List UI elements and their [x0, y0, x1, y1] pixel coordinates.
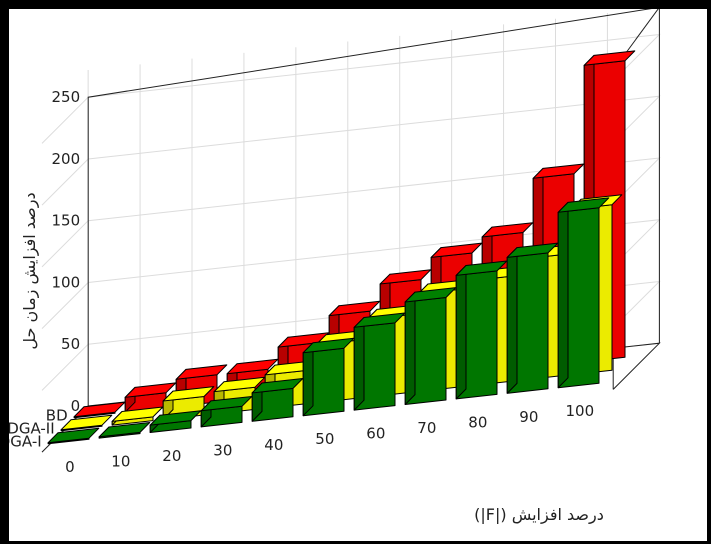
- bar-top-face: [47, 427, 100, 444]
- bar-hbdga-ii-10: [111, 406, 164, 426]
- z-tick-label: 150: [52, 212, 81, 230]
- bar-top-face: [353, 312, 406, 328]
- bar-hbdga-i-40: [251, 378, 304, 422]
- z-axis-title: درصد افزایش زمان حل: [20, 192, 40, 349]
- series-label: BD: [46, 406, 68, 424]
- bar-top-face: [175, 364, 228, 380]
- x-tick-label: 100: [566, 402, 595, 420]
- bar-hbdga-ii-0: [60, 414, 113, 432]
- bar-top-face: [430, 242, 483, 258]
- z-tick-label: 200: [52, 150, 81, 168]
- x-tick-label: 0: [65, 458, 75, 476]
- bar-top-face: [481, 222, 534, 238]
- bar-hbdga-i-50: [302, 337, 355, 417]
- z-tick-label: 100: [52, 273, 81, 291]
- x-tick-label: 90: [519, 408, 538, 426]
- x-tick-label: 60: [366, 425, 385, 443]
- bar-hbdga-i-10: [98, 422, 151, 439]
- bar-side-face: [353, 317, 365, 411]
- bars-layer: [47, 50, 636, 445]
- bar-bd-0: [73, 401, 126, 419]
- bar-top-face: [111, 406, 164, 422]
- series-label: HBDGA-II: [9, 419, 55, 437]
- z-gridline: [41, 33, 661, 144]
- x-tick-label: 30: [213, 441, 232, 459]
- x-axis-title: درصد افزایش (|F|): [474, 505, 604, 525]
- chart-3d-bar: 0 50 100 150 200 250 0 10 20 30 40 50 60 70 80 90 100 BDH…: [9, 9, 661, 525]
- x-tick-label: 70: [417, 419, 436, 437]
- bar-side-face: [506, 247, 518, 394]
- x-tick-label: 80: [468, 413, 487, 431]
- bar-top-face: [60, 414, 113, 431]
- bar-top-face: [455, 260, 508, 276]
- bar-top-face: [379, 269, 432, 285]
- bar-side-face: [557, 201, 569, 389]
- bar-top-face: [583, 50, 636, 66]
- x-tick-label: 50: [315, 430, 334, 448]
- bar-top-face: [532, 163, 585, 179]
- bar-top-face: [149, 410, 202, 426]
- bar-hbdga-i-90: [506, 242, 559, 394]
- bar-top-face: [226, 358, 279, 375]
- bar-top-face: [124, 382, 177, 398]
- x-tick-label: 20: [162, 447, 181, 465]
- z-gridline: [41, 157, 661, 268]
- bar-hbdga-i-0: [47, 427, 100, 445]
- x-tick-label: 10: [111, 453, 130, 471]
- bar-top-face: [200, 396, 253, 412]
- bar-top-face: [404, 287, 457, 303]
- bar-top-face: [328, 300, 381, 317]
- bar-hbdga-i-100: [557, 197, 610, 389]
- axis-back-frame: [87, 9, 660, 406]
- bar-top-face: [98, 422, 151, 438]
- bar-hbdga-i-70: [404, 287, 457, 405]
- bar-top-face: [73, 401, 126, 418]
- bar-top-face: [251, 378, 304, 394]
- bar-side-face: [302, 342, 314, 417]
- bar-hbdga-i-80: [455, 260, 508, 400]
- bar-top-face: [302, 337, 355, 354]
- x-tick-label: 40: [264, 436, 283, 454]
- bar-hbdga-i-30: [200, 396, 253, 428]
- bar-top-face: [213, 376, 266, 393]
- bar-top-face: [557, 197, 610, 213]
- z-gridline: [41, 95, 661, 206]
- bar-side-face: [404, 291, 416, 405]
- labels-layer: 0 50 100 150 200 250 0 10 20 30 40 50 60 70 80 90 100 BDH…: [9, 88, 594, 476]
- series-label: HBDGA-I: [9, 432, 42, 450]
- bar-hbdga-i-60: [353, 312, 406, 411]
- z-tick-label: 250: [52, 88, 81, 106]
- z-tick-label: 0: [71, 397, 81, 415]
- z-tick-label: 50: [61, 335, 80, 353]
- bar-hbdga-i-20: [149, 410, 202, 433]
- z-gridline: [41, 219, 661, 329]
- bar-top-face: [506, 242, 559, 258]
- bar-side-face: [455, 265, 467, 400]
- bar-top-face: [162, 386, 215, 402]
